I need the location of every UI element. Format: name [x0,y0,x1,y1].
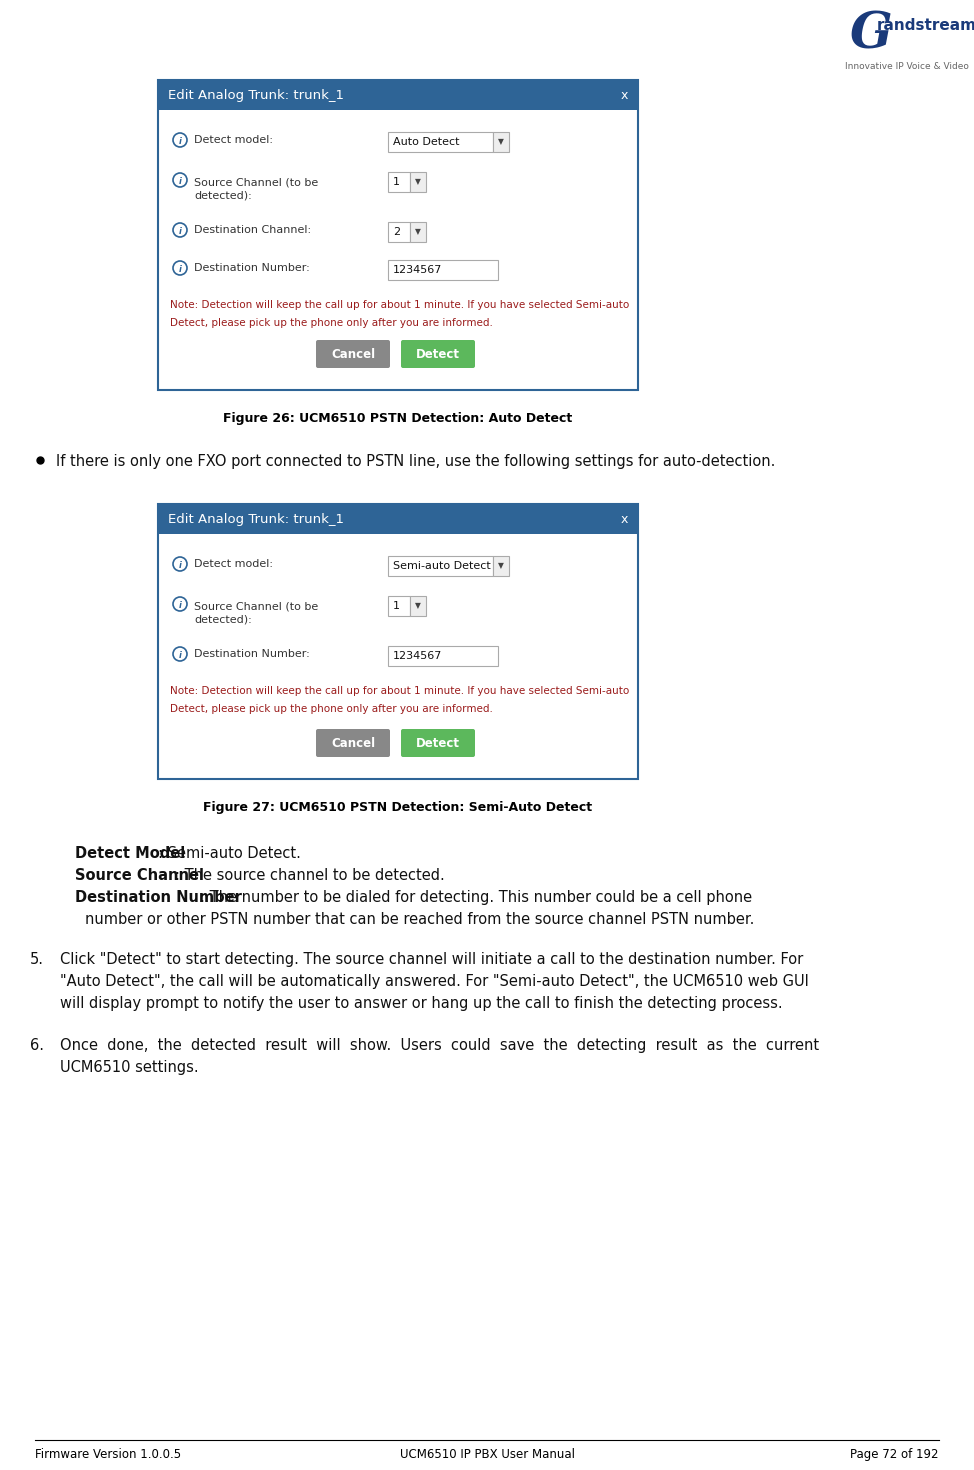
Text: x: x [620,88,627,101]
Text: Once  done,  the  detected  result  will  show.  Users  could  save  the  detect: Once done, the detected result will show… [60,1038,819,1053]
FancyBboxPatch shape [410,222,426,243]
Text: : The source channel to be detected.: : The source channel to be detected. [175,867,445,883]
Text: Auto Detect: Auto Detect [393,137,460,147]
Text: 1234567: 1234567 [393,265,442,275]
Text: UCM6510 settings.: UCM6510 settings. [60,1060,199,1075]
Text: Cancel: Cancel [331,736,375,750]
Text: will display prompt to notify the user to answer or hang up the call to finish t: will display prompt to notify the user t… [60,997,783,1011]
FancyBboxPatch shape [158,504,638,779]
Text: 2: 2 [393,226,400,237]
Text: Destination Number: Destination Number [75,889,242,906]
Text: Edit Analog Trunk: trunk_1: Edit Analog Trunk: trunk_1 [168,513,344,525]
Text: Destination Number:: Destination Number: [194,263,310,273]
Text: : The number to be dialed for detecting. This number could be a cell phone: : The number to be dialed for detecting.… [200,889,752,906]
Text: ▼: ▼ [415,228,421,237]
Text: ▼: ▼ [415,601,421,610]
Text: i: i [178,176,181,185]
Text: Edit Analog Trunk: trunk_1: Edit Analog Trunk: trunk_1 [168,88,344,101]
Text: 1: 1 [393,601,400,612]
Text: Detect model:: Detect model: [194,559,273,569]
FancyBboxPatch shape [388,222,410,243]
Text: Destination Channel:: Destination Channel: [194,225,311,235]
FancyBboxPatch shape [388,556,493,576]
Text: Detect, please pick up the phone only after you are informed.: Detect, please pick up the phone only af… [170,318,493,328]
Text: : Semi-auto Detect.: : Semi-auto Detect. [158,847,301,861]
Text: Detect model:: Detect model: [194,135,273,146]
Text: Detect: Detect [416,347,460,360]
Text: Note: Detection will keep the call up for about 1 minute. If you have selected S: Note: Detection will keep the call up fo… [170,686,629,695]
FancyBboxPatch shape [316,340,390,368]
Text: Detect Model: Detect Model [75,847,185,861]
FancyBboxPatch shape [410,172,426,193]
Text: Detect: Detect [416,736,460,750]
Text: ▼: ▼ [498,562,504,570]
Text: Detect, please pick up the phone only after you are informed.: Detect, please pick up the phone only af… [170,704,493,714]
Text: 5.: 5. [30,953,44,967]
Text: 1: 1 [393,176,400,187]
Text: Click "Detect" to start detecting. The source channel will initiate a call to th: Click "Detect" to start detecting. The s… [60,953,804,967]
Text: Innovative IP Voice & Video: Innovative IP Voice & Video [845,62,969,71]
Text: i: i [178,560,181,569]
Text: x: x [620,513,627,525]
Text: G: G [850,10,893,59]
Text: i: i [178,265,181,273]
FancyBboxPatch shape [401,729,475,757]
Text: Semi-auto Detect: Semi-auto Detect [393,562,491,570]
Text: Page 72 of 192: Page 72 of 192 [850,1448,939,1461]
Text: "Auto Detect", the call will be automatically answered. For "Semi-auto Detect", : "Auto Detect", the call will be automati… [60,975,808,989]
Text: i: i [178,601,181,610]
Text: 6.: 6. [30,1038,44,1053]
Text: Source Channel (to be: Source Channel (to be [194,601,318,612]
FancyBboxPatch shape [388,595,410,616]
Text: Firmware Version 1.0.0.5: Firmware Version 1.0.0.5 [35,1448,181,1461]
Text: randstream: randstream [877,18,974,32]
FancyBboxPatch shape [158,504,638,534]
FancyBboxPatch shape [410,595,426,616]
FancyBboxPatch shape [388,132,493,151]
Text: Source Channel (to be: Source Channel (to be [194,176,318,187]
FancyBboxPatch shape [388,172,410,193]
Text: Destination Number:: Destination Number: [194,648,310,659]
Text: ▼: ▼ [498,138,504,147]
FancyBboxPatch shape [316,729,390,757]
Text: i: i [178,137,181,146]
Text: detected):: detected): [194,614,251,623]
FancyBboxPatch shape [158,79,638,390]
Text: UCM6510 IP PBX User Manual: UCM6510 IP PBX User Manual [399,1448,575,1461]
Text: number or other PSTN number that can be reached from the source channel PSTN num: number or other PSTN number that can be … [85,911,755,928]
FancyBboxPatch shape [493,556,509,576]
Text: i: i [178,651,181,660]
Text: Cancel: Cancel [331,347,375,360]
FancyBboxPatch shape [388,645,498,666]
Text: Source Channel: Source Channel [75,867,204,883]
Text: Note: Detection will keep the call up for about 1 minute. If you have selected S: Note: Detection will keep the call up fo… [170,300,629,310]
Text: If there is only one FXO port connected to PSTN line, use the following settings: If there is only one FXO port connected … [56,454,775,469]
Text: i: i [178,226,181,235]
FancyBboxPatch shape [401,340,475,368]
FancyBboxPatch shape [158,79,638,110]
Text: 1234567: 1234567 [393,651,442,662]
Text: Figure 27: UCM6510 PSTN Detection: Semi-Auto Detect: Figure 27: UCM6510 PSTN Detection: Semi-… [204,801,592,814]
Text: ▼: ▼ [415,178,421,187]
Text: detected):: detected): [194,190,251,200]
FancyBboxPatch shape [493,132,509,151]
FancyBboxPatch shape [388,260,498,279]
Text: Figure 26: UCM6510 PSTN Detection: Auto Detect: Figure 26: UCM6510 PSTN Detection: Auto … [223,412,573,425]
